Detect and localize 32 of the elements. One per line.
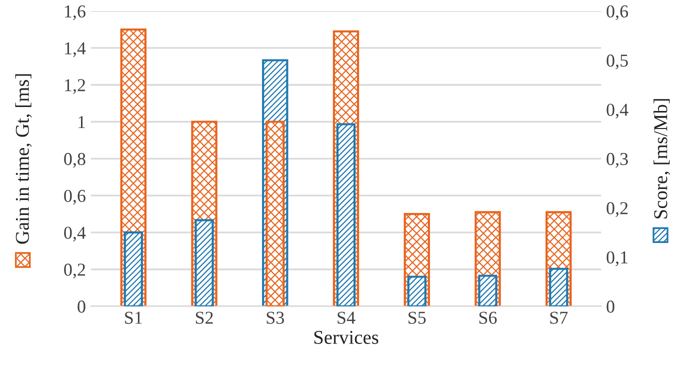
y-tick-label: 1,2 bbox=[65, 79, 86, 94]
x-tick-label: S2 bbox=[196, 312, 213, 324]
y-tick-label: 0,4 bbox=[64, 226, 86, 242]
y-tick-label: 0,8 bbox=[64, 152, 86, 168]
x-axis-title: Services bbox=[314, 330, 378, 344]
y2-tick-label: 0,4 bbox=[606, 104, 628, 119]
bar bbox=[478, 274, 498, 306]
y2-tick-label: 0,5 bbox=[606, 54, 628, 70]
y-tick-label: 1,6 bbox=[65, 5, 86, 20]
y2-tick-label: 0,3 bbox=[606, 152, 628, 168]
x-tick-label: S6 bbox=[479, 312, 497, 324]
y2-tick-label: 0,2 bbox=[606, 202, 628, 217]
y2-tick-label: 0,1 bbox=[606, 251, 628, 266]
bar bbox=[336, 123, 356, 306]
y2-axis-title: Score, [ms/Mb] bbox=[654, 99, 670, 218]
y-tick-label: 0,6 bbox=[64, 190, 86, 205]
x-tick-label: S3 bbox=[266, 312, 284, 324]
bar bbox=[194, 219, 214, 306]
y-tick-label: 1 bbox=[78, 116, 85, 128]
x-tick-label: S4 bbox=[338, 312, 356, 324]
bar bbox=[549, 268, 568, 306]
y-tick-label: 0,2 bbox=[64, 264, 86, 278]
y-tick-label: 1,4 bbox=[65, 42, 86, 58]
y2-tick-label: 0 bbox=[606, 300, 614, 313]
x-tick-label: S1 bbox=[125, 312, 142, 324]
bar bbox=[124, 231, 143, 306]
y-tick-label: 0 bbox=[78, 300, 86, 313]
x-tick-label: S5 bbox=[408, 312, 426, 324]
bar bbox=[407, 276, 426, 306]
y-axis-title: Gain in time, Gt, [ms] bbox=[15, 74, 32, 244]
x-tick-label: S7 bbox=[550, 312, 568, 324]
y2-tick-label: 0,6 bbox=[606, 5, 628, 20]
